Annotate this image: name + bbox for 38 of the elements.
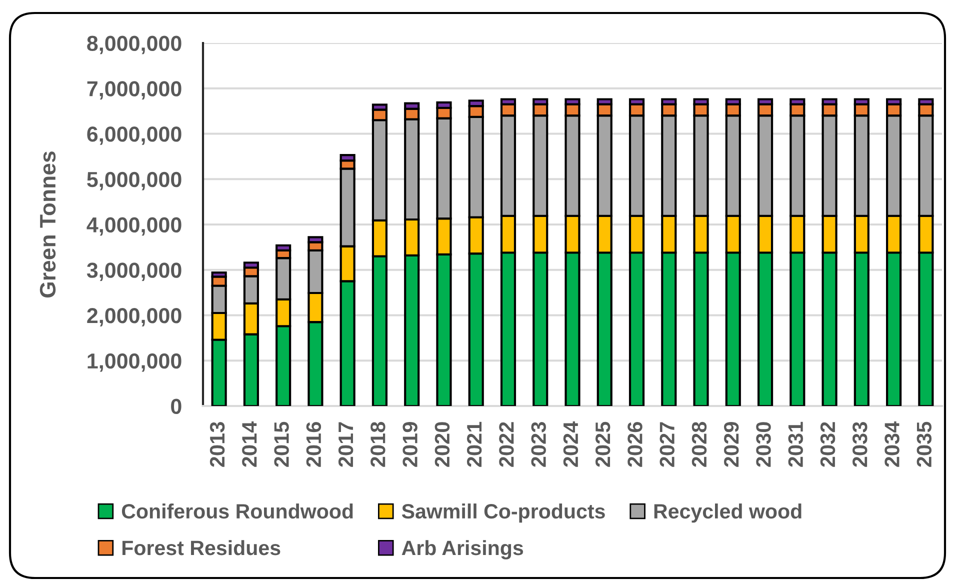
x-tick-label: 2019 xyxy=(402,422,418,467)
x-tick-label: 2022 xyxy=(499,422,514,467)
x-tick-label: 2017 xyxy=(338,422,354,467)
x-tick-label: 2027 xyxy=(660,422,674,467)
x-tick-label: 2035 xyxy=(916,422,932,467)
x-tick-label: 2020 xyxy=(434,422,450,467)
x-tick-label: 2023 xyxy=(531,422,546,467)
x-tick-label: 2030 xyxy=(756,422,771,467)
x-tick-label: 2029 xyxy=(724,422,739,467)
y-tick-label: 2,000,000 xyxy=(87,308,182,326)
x-tick-label: 2025 xyxy=(595,422,610,467)
x-tick-label: 2018 xyxy=(370,422,386,467)
x-tick-label: 2016 xyxy=(306,422,322,467)
y-tick-label: 4,000,000 xyxy=(86,217,182,236)
legend-label: Sawmill Co-products xyxy=(402,504,605,523)
x-tick-label: 2021 xyxy=(466,422,482,467)
x-tick-label: 2013 xyxy=(210,422,225,467)
y-tick-label: 8,000,000 xyxy=(87,36,182,54)
legend-label: Forest Residues xyxy=(122,540,280,556)
legend-label: Coniferous Roundwood xyxy=(122,504,353,519)
y-axis-title: Green Tonnes xyxy=(40,152,56,298)
x-tick-label: 2015 xyxy=(274,422,289,467)
x-tick-label: 2028 xyxy=(692,422,707,467)
y-tick-label: 6,000,000 xyxy=(87,126,182,145)
y-tick-label: 3,000,000 xyxy=(86,262,182,282)
x-tick-label: 2033 xyxy=(852,422,868,467)
x-tick-label: 2034 xyxy=(884,421,900,467)
legend-label: Arb Arisings xyxy=(402,540,524,560)
x-tick-label: 2032 xyxy=(820,422,836,467)
x-tick-label: 2026 xyxy=(628,422,642,467)
x-tick-label: 2031 xyxy=(788,422,804,467)
y-tick-label: 7,000,000 xyxy=(87,81,182,100)
y-tick-label: 0 xyxy=(171,398,182,414)
y-tick-label: 5,000,000 xyxy=(87,172,182,190)
legend-label: Recycled wood xyxy=(654,504,802,523)
y-tick-label: 1,000,000 xyxy=(88,353,182,372)
x-tick-label: 2014 xyxy=(242,421,257,467)
x-tick-label: 2024 xyxy=(563,421,578,467)
